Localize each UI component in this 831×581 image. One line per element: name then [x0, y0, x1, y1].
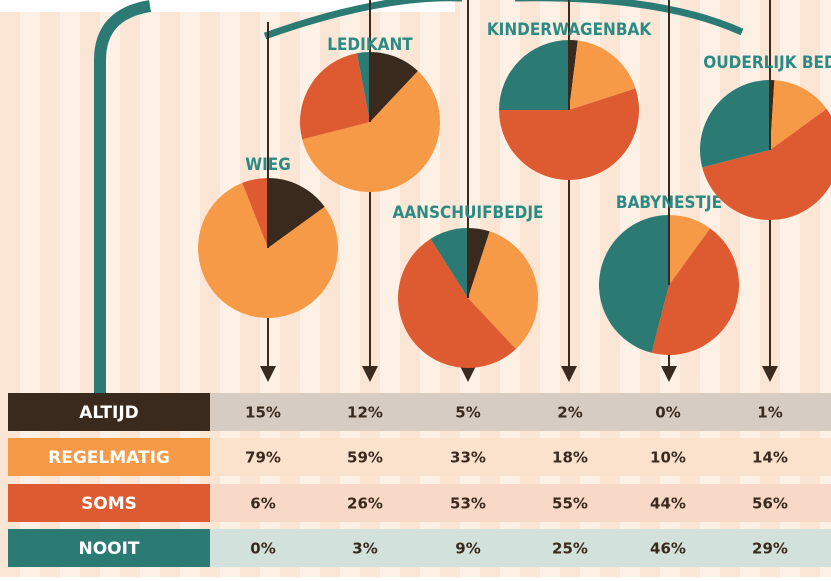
table-cell: 46% [650, 540, 686, 558]
pie-title: BABYNESTJE [616, 193, 722, 213]
table-cell: 18% [552, 449, 588, 467]
pie-title: KINDERWAGENBAK [487, 20, 653, 40]
table-cell: 0% [250, 540, 275, 558]
row-label: NOOIT [78, 539, 139, 559]
table-cell: 53% [450, 495, 486, 513]
table-cell: 29% [752, 540, 788, 558]
table-cell: 14% [752, 449, 788, 467]
table-cell: 33% [450, 449, 486, 467]
pie-title: WIEG [245, 155, 291, 175]
table-cell: 15% [245, 404, 281, 422]
table-cell: 6% [250, 495, 275, 513]
row-label: SOMS [81, 494, 137, 514]
table-cell: 10% [650, 449, 686, 467]
table-cell: 12% [347, 404, 383, 422]
page: ALTIJD REGELMATIG SOMS NOOIT 15% 79% 6% 0% WIEG 1… [0, 0, 831, 577]
table-cell: 44% [650, 495, 686, 513]
table-cell: 79% [245, 449, 281, 467]
table-cell: 59% [347, 449, 383, 467]
row-label: ALTIJD [79, 403, 139, 423]
pie-title: OUDERLIJK BED [703, 53, 831, 73]
table-cell: 25% [552, 540, 588, 558]
table-cell: 1% [757, 404, 782, 422]
table-cell: 9% [455, 540, 480, 558]
table-cell: 26% [347, 495, 383, 513]
table-cell: 0% [655, 404, 680, 422]
table-cell: 2% [557, 404, 582, 422]
pie-title: LEDIKANT [327, 35, 413, 55]
pie-title: AANSCHUIFBEDJE [392, 203, 543, 223]
table-cell: 56% [752, 495, 788, 513]
chart: ALTIJD REGELMATIG SOMS NOOIT 15% 79% 6% 0% WIEG 1… [0, 0, 831, 577]
table-cell: 55% [552, 495, 588, 513]
table-cell: 3% [352, 540, 377, 558]
row-label: REGELMATIG [48, 448, 170, 468]
table-cell: 5% [455, 404, 480, 422]
